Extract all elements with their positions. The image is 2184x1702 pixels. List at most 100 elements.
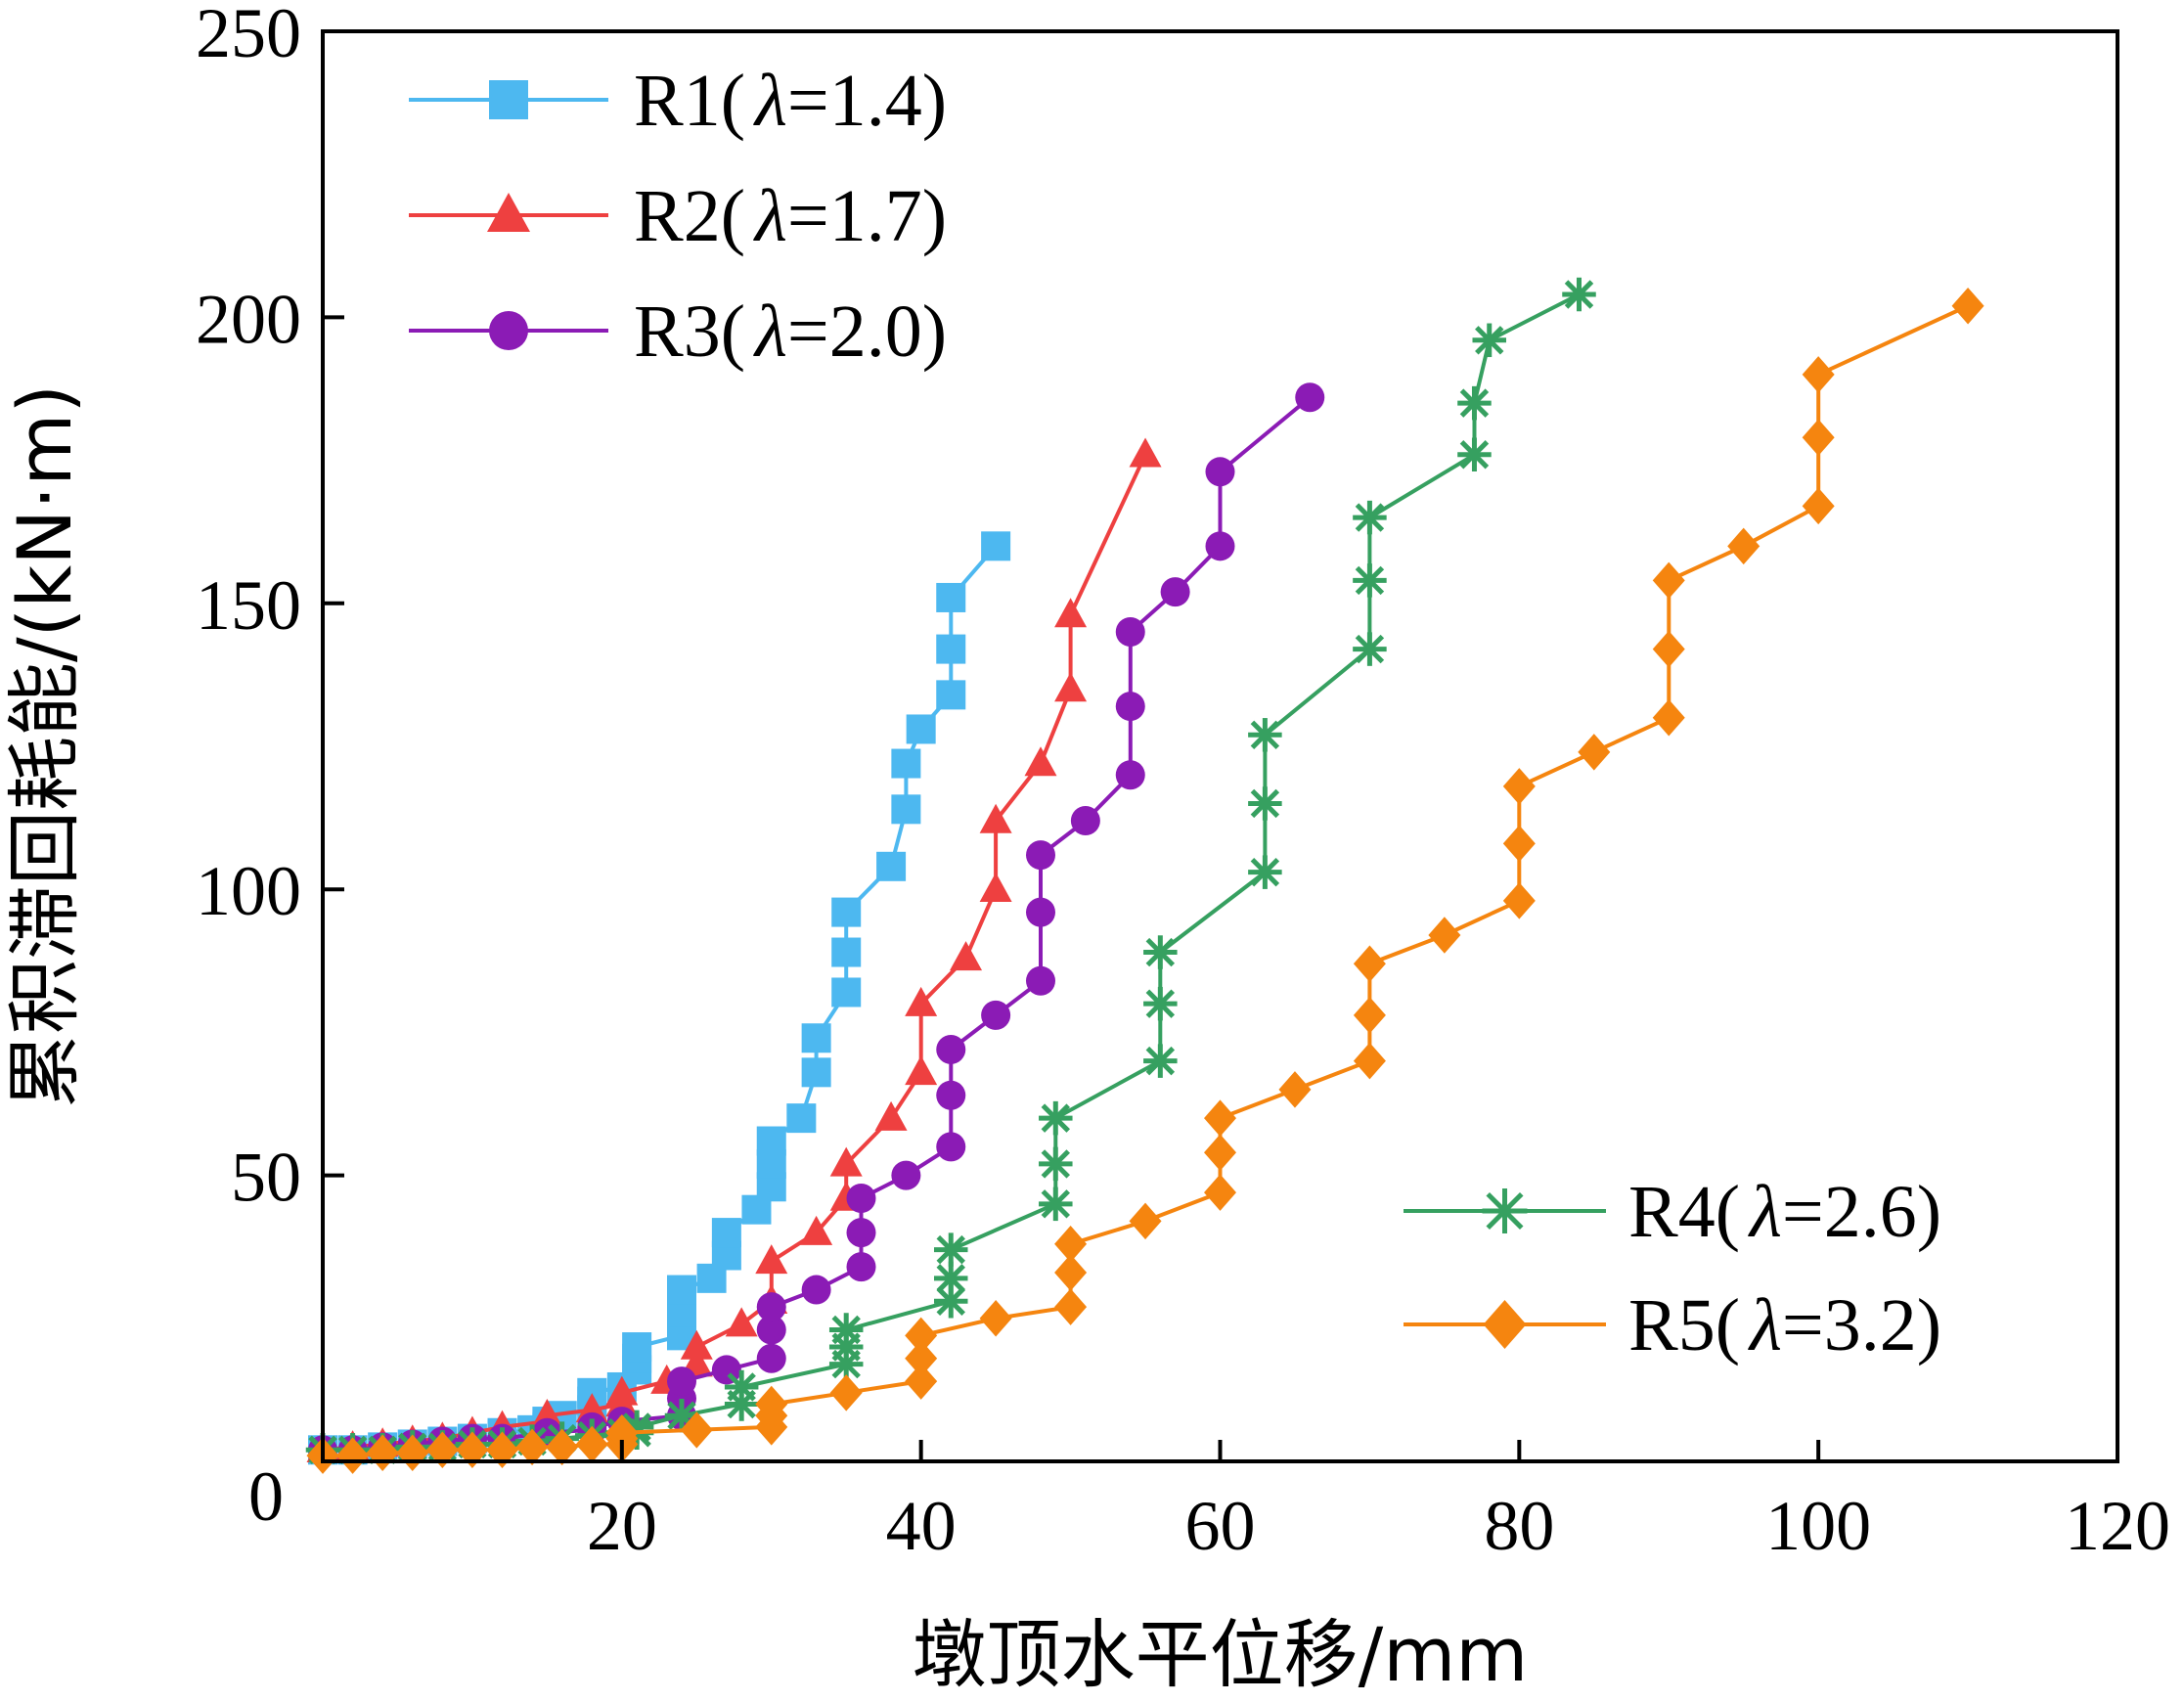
x-tick-label: 100 xyxy=(1765,1487,1871,1565)
data-point xyxy=(1039,1100,1073,1136)
legend-marker xyxy=(1482,1188,1528,1233)
data-point xyxy=(905,1339,938,1377)
data-point xyxy=(755,1385,788,1423)
ticks-layer: 0 20 40 60 80 100 120 50 100 150 200 250 xyxy=(196,0,2170,1565)
data-point xyxy=(605,1375,639,1406)
data-point xyxy=(846,1183,876,1213)
data-point xyxy=(981,1000,1011,1030)
data-point xyxy=(1295,382,1325,413)
data-point xyxy=(1502,825,1536,863)
data-point xyxy=(1278,1071,1312,1108)
data-point xyxy=(1115,617,1145,648)
x-tick-label: 60 xyxy=(1185,1487,1256,1565)
data-point xyxy=(1951,287,1984,325)
data-point xyxy=(667,1275,696,1305)
data-point xyxy=(1353,563,1387,598)
legend-marker xyxy=(487,193,530,232)
y-tick-label: 50 xyxy=(231,1139,301,1217)
x-tick-label: 120 xyxy=(2065,1487,2170,1565)
data-point xyxy=(756,1315,786,1345)
data-point xyxy=(605,1414,639,1452)
data-point xyxy=(1143,986,1178,1021)
data-point xyxy=(829,1146,863,1177)
data-point xyxy=(755,1244,788,1275)
data-point xyxy=(1160,577,1190,607)
data-point xyxy=(846,1218,876,1248)
data-point xyxy=(1129,1202,1162,1240)
data-point xyxy=(1457,437,1492,472)
x-tick-label: 40 xyxy=(886,1487,957,1565)
data-point xyxy=(680,1411,713,1449)
data-point xyxy=(756,1126,786,1156)
legend-item-4: R4(λ=2.6) xyxy=(1404,1171,1941,1253)
data-point xyxy=(1502,882,1536,919)
data-point xyxy=(622,1332,652,1363)
data-point xyxy=(891,794,921,825)
data-point xyxy=(934,1232,968,1267)
data-point xyxy=(979,803,1012,833)
data-point xyxy=(1054,1226,1088,1263)
data-point xyxy=(1652,561,1685,600)
data-point xyxy=(1070,806,1100,836)
series-1 xyxy=(308,531,1011,1465)
data-point xyxy=(786,1103,817,1134)
data-point xyxy=(846,1252,876,1282)
data-point xyxy=(1204,1134,1236,1171)
data-point xyxy=(1248,786,1282,821)
data-point xyxy=(979,1300,1012,1337)
data-point xyxy=(979,872,1012,902)
legend-item-2: R2(λ=1.7) xyxy=(409,175,947,257)
legend-marker xyxy=(1483,1300,1527,1349)
data-point xyxy=(1143,935,1178,969)
data-point xyxy=(711,1218,741,1248)
data-point xyxy=(1129,437,1162,468)
data-point xyxy=(905,1055,938,1086)
y-tick-label: 150 xyxy=(196,566,301,645)
x-tick-label: 80 xyxy=(1484,1487,1554,1565)
data-point xyxy=(486,1431,518,1469)
data-point xyxy=(1115,692,1145,722)
data-point xyxy=(724,1369,759,1405)
data-point xyxy=(906,714,936,744)
data-point xyxy=(934,1284,968,1319)
legend-marker xyxy=(489,311,528,350)
data-point xyxy=(756,1292,786,1322)
data-point xyxy=(1353,997,1386,1034)
data-point xyxy=(934,1261,968,1296)
data-point xyxy=(936,582,966,612)
data-point xyxy=(891,1160,921,1190)
data-point xyxy=(1472,323,1506,358)
data-point xyxy=(831,977,862,1008)
data-point xyxy=(831,937,862,967)
data-point xyxy=(1562,277,1596,312)
series-2 xyxy=(306,437,1162,1463)
data-point xyxy=(1204,1099,1236,1137)
series-layer xyxy=(305,277,1984,1474)
legend-label: R3(λ=2.0) xyxy=(634,291,947,373)
data-point xyxy=(1802,356,1835,393)
data-point xyxy=(936,1080,966,1110)
data-point xyxy=(1054,1254,1088,1291)
data-point xyxy=(801,1023,831,1053)
data-point xyxy=(905,1317,938,1355)
data-point xyxy=(936,1034,966,1064)
legend-label: R4(λ=2.6) xyxy=(1628,1171,1941,1253)
data-point xyxy=(936,1132,966,1162)
data-point xyxy=(1353,632,1387,666)
data-point xyxy=(1026,965,1055,996)
data-point xyxy=(936,634,966,664)
data-point xyxy=(801,1057,831,1088)
data-point xyxy=(1115,760,1145,790)
data-point xyxy=(1026,897,1055,927)
x-tick-label: 20 xyxy=(587,1487,657,1565)
data-point xyxy=(756,1343,786,1373)
data-point xyxy=(1428,917,1461,954)
data-point xyxy=(1204,1174,1236,1211)
data-point xyxy=(874,1100,908,1131)
data-point xyxy=(1205,531,1235,561)
legend-label: R5(λ=3.2) xyxy=(1628,1284,1941,1366)
data-point xyxy=(876,851,907,881)
data-point xyxy=(800,1215,833,1245)
data-point xyxy=(1353,945,1386,982)
data-point xyxy=(1205,457,1235,487)
